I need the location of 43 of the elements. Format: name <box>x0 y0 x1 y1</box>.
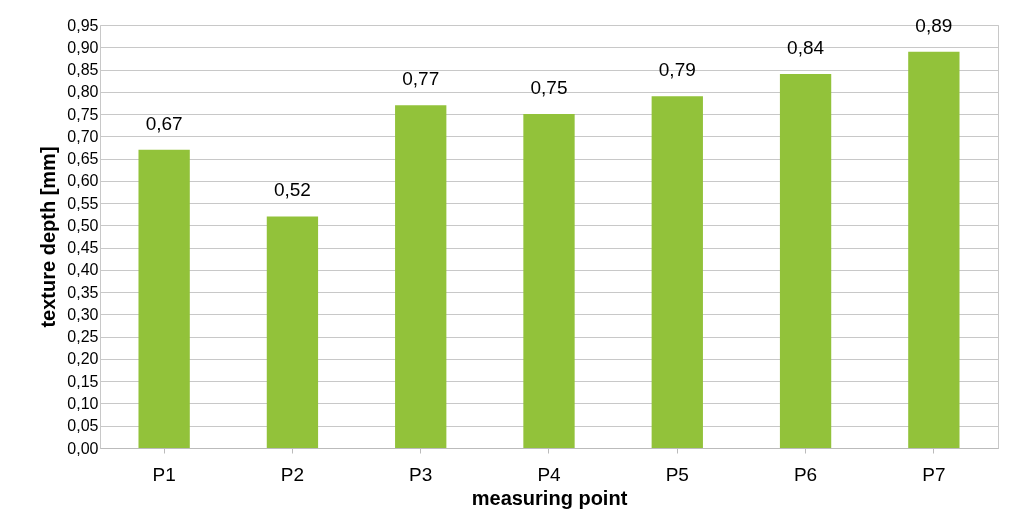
bar <box>651 96 703 448</box>
y-tick-label: 0,35 <box>67 283 99 301</box>
y-tick-label: 0,25 <box>67 328 99 346</box>
data-label: 0,52 <box>273 179 311 201</box>
x-tick-label: P5 <box>665 463 689 485</box>
data-label: 0,75 <box>530 77 568 99</box>
x-tick-label: P7 <box>922 463 946 485</box>
data-label: 0,79 <box>658 59 696 81</box>
x-tick-label: P3 <box>409 463 433 485</box>
x-tick-label: P1 <box>152 463 176 485</box>
data-label: 0,67 <box>145 112 183 134</box>
y-tick-label: 0,85 <box>67 61 99 79</box>
y-tick-label: 0,70 <box>67 127 99 145</box>
bar <box>779 73 832 448</box>
x-tick-label: P6 <box>793 463 818 485</box>
y-tick-label: 0,10 <box>67 394 99 412</box>
y-tick-label: 0,05 <box>67 417 99 435</box>
y-tick-label: 0,90 <box>67 38 99 56</box>
x-axis-title: measuring point <box>471 486 628 509</box>
y-tick-label: 0,75 <box>67 105 99 123</box>
bar <box>138 149 190 448</box>
bar <box>266 216 319 448</box>
bar <box>908 51 960 448</box>
y-tick-label: 0,50 <box>67 216 99 234</box>
y-tick-label: 0,60 <box>67 172 99 190</box>
y-tick-label: 0,65 <box>67 150 99 168</box>
y-tick-label: 0,55 <box>67 194 99 212</box>
y-tick-label: 0,95 <box>67 16 99 34</box>
y-tick-label: 0,40 <box>67 261 99 279</box>
y-axis-title: texture depth [mm] <box>37 146 60 328</box>
y-tick-label: 0,15 <box>67 372 99 390</box>
y-tick-label: 0,00 <box>67 439 99 457</box>
y-tick-label: 0,20 <box>67 350 99 368</box>
data-label: 0,84 <box>787 36 825 58</box>
y-tick-label: 0,45 <box>67 239 99 257</box>
x-tick-label: P2 <box>280 463 305 485</box>
x-tick-label: P4 <box>537 463 562 485</box>
y-tick-label: 0,30 <box>67 305 99 323</box>
data-label: 0,77 <box>402 68 440 90</box>
bar <box>395 105 447 448</box>
data-label: 0,89 <box>915 14 953 36</box>
y-tick-label: 0,80 <box>67 83 99 101</box>
bar <box>523 114 575 448</box>
